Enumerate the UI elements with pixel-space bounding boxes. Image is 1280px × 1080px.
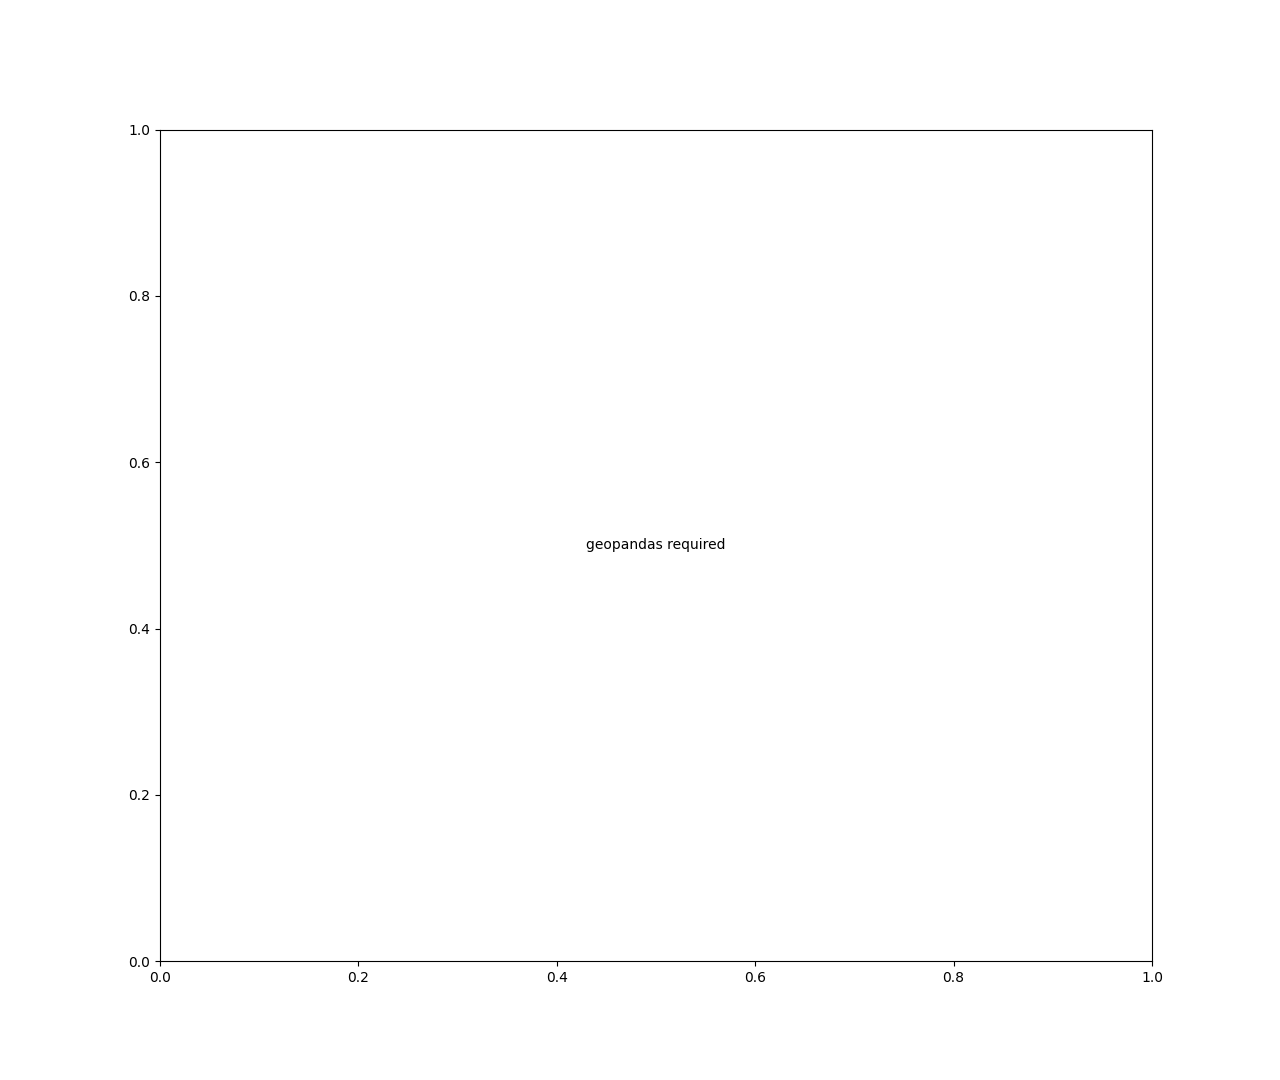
Text: geopandas required: geopandas required <box>586 539 726 552</box>
